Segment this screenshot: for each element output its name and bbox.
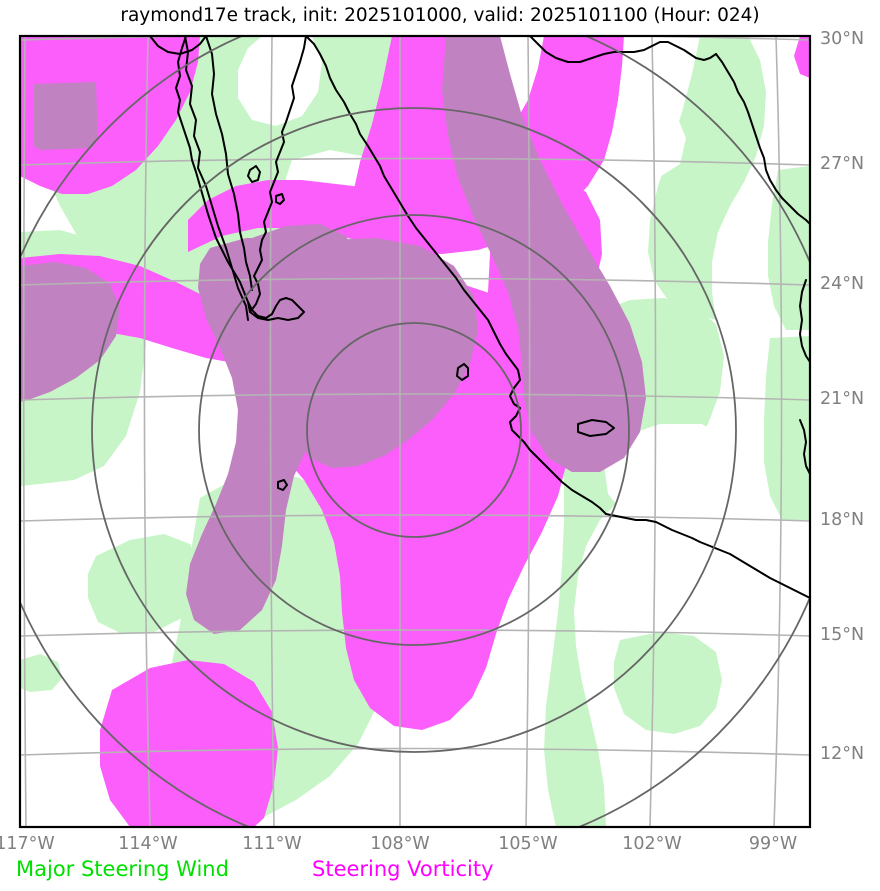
ytick-label-4: 18°N xyxy=(820,510,865,530)
ytick-label-1: 27°N xyxy=(820,154,865,174)
ytick-label-2: 24°N xyxy=(820,274,865,294)
storm-radius-rings xyxy=(20,36,810,827)
ytick-label-0: 30°N xyxy=(820,29,865,49)
map-gridlines xyxy=(20,36,810,827)
ytick-label-5: 15°N xyxy=(820,625,865,645)
legend-item-major-steering-wind: Major Steering Wind xyxy=(16,857,229,881)
page-title: raymond17e track, init: 2025101000, vali… xyxy=(120,5,760,26)
xtick-label-6: 99°W xyxy=(748,834,798,854)
legend-item-steering-vorticity: Steering Vorticity xyxy=(312,857,494,881)
radius-ring-1 xyxy=(306,322,522,538)
coastlines xyxy=(149,36,810,599)
ytick-label-3: 21°N xyxy=(820,389,865,409)
xtick-label-2: 111°W xyxy=(242,834,302,854)
xtick-label-5: 102°W xyxy=(622,834,682,854)
xtick-label-3: 108°W xyxy=(370,834,430,854)
xtick-label-0: 117°W xyxy=(0,834,55,854)
radius-ring-3 xyxy=(91,107,737,753)
ytick-label-6: 12°N xyxy=(820,744,865,764)
plot-frame xyxy=(18,34,812,829)
radius-ring-2 xyxy=(198,214,630,646)
xtick-label-4: 105°W xyxy=(498,834,558,854)
xtick-label-1: 114°W xyxy=(118,834,178,854)
